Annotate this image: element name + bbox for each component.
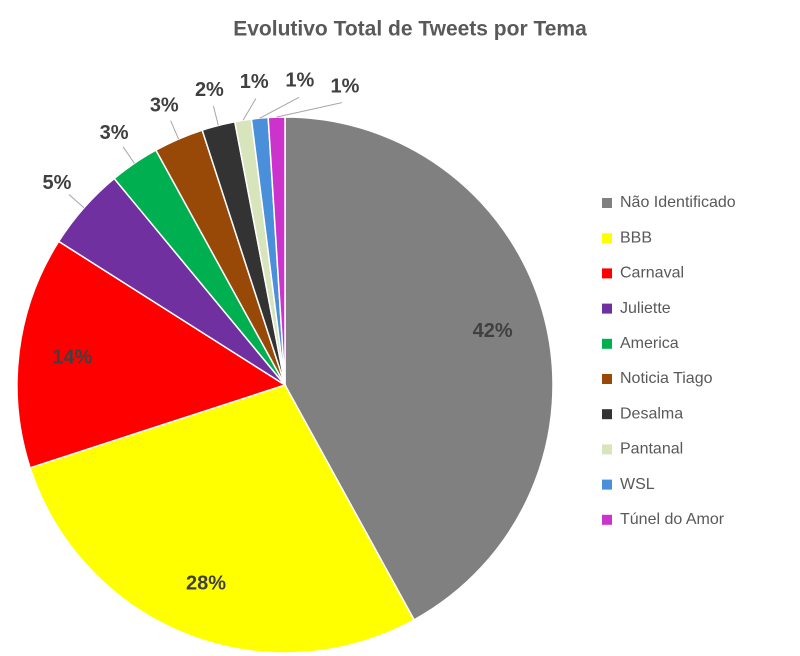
- leader-line: [242, 98, 257, 121]
- legend-swatch: [602, 444, 612, 455]
- legend-swatch: [602, 268, 612, 279]
- legend-label: Juliette: [620, 300, 671, 317]
- leader-line: [276, 102, 342, 118]
- data-label: 14%: [52, 346, 92, 368]
- legend-swatch: [602, 303, 612, 314]
- data-label: 3%: [100, 122, 129, 144]
- leader-line: [68, 194, 85, 209]
- data-label: 1%: [240, 71, 269, 93]
- legend-label: BBB: [620, 229, 652, 246]
- leader-line: [212, 105, 219, 126]
- data-label: 3%: [150, 94, 179, 116]
- data-label: 28%: [186, 573, 226, 595]
- legend-swatch: [602, 479, 612, 490]
- leader-line: [122, 146, 135, 164]
- pie-slice: [16, 240, 287, 469]
- legend-swatch: [602, 338, 612, 349]
- legend-swatch: [602, 233, 612, 244]
- data-label: 1%: [285, 70, 314, 92]
- pie-slice: [267, 116, 286, 386]
- legend-swatch: [602, 198, 612, 208]
- chart-title: Evolutivo Total de Tweets por Tema: [233, 18, 587, 41]
- data-label: 2%: [195, 79, 224, 101]
- pie-slice: [29, 384, 416, 654]
- legend-label: Túnel do Amor: [620, 511, 725, 528]
- pie-slice: [284, 116, 554, 621]
- leader-line: [259, 96, 300, 119]
- leader-line: [170, 120, 180, 140]
- legend-swatch: [602, 374, 612, 384]
- legend-label: Não Identificado: [620, 194, 736, 211]
- legend-label: Noticia Tiago: [620, 370, 713, 387]
- data-label: 42%: [473, 320, 513, 342]
- legend-label: Carnaval: [620, 265, 684, 282]
- legend-label: WSL: [620, 476, 655, 493]
- legend-label: Desalma: [620, 405, 683, 422]
- legend-swatch: [602, 409, 612, 420]
- data-label: 5%: [43, 172, 72, 194]
- legend-label: Pantanal: [620, 441, 683, 458]
- legend-label: America: [620, 335, 679, 352]
- legend-swatch: [602, 514, 612, 525]
- data-label: 1%: [331, 75, 360, 97]
